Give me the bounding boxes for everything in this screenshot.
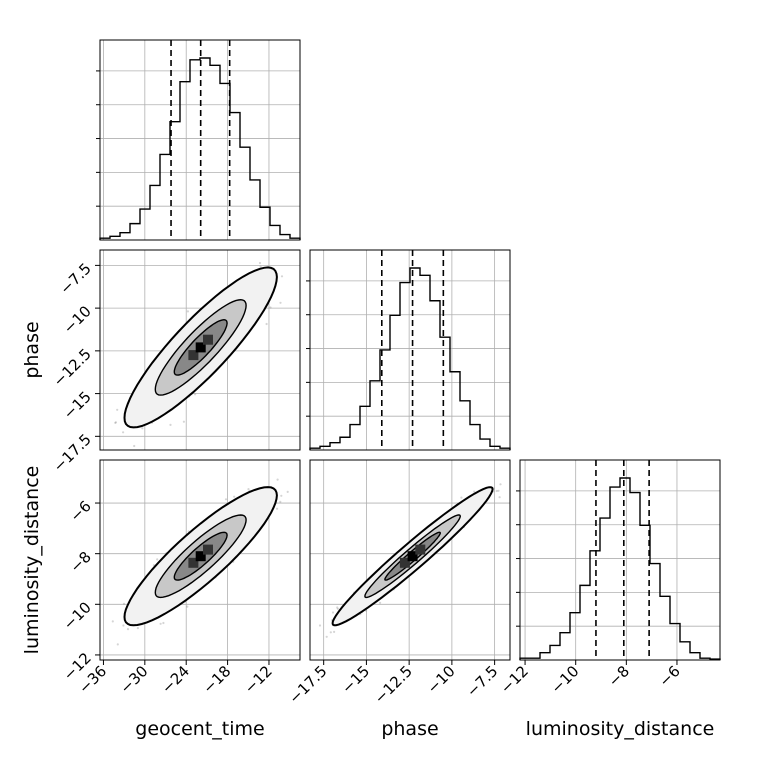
x-tick-label-luminosity_distance: −10 bbox=[547, 662, 582, 697]
scatter-point bbox=[258, 261, 262, 265]
ylabel-luminosity_distance: luminosity_distance bbox=[21, 466, 43, 655]
axes-frame-hist-luminosity_distance bbox=[519, 459, 721, 661]
scatter-point bbox=[122, 624, 125, 627]
x-tick-label-phase: −10 bbox=[424, 662, 459, 697]
hist-panel-luminosity_distance bbox=[520, 460, 720, 660]
scatter-point bbox=[162, 621, 165, 625]
scatter-point bbox=[265, 322, 268, 326]
y-tick-label-phase: −12.5 bbox=[50, 345, 95, 390]
histogram-luminosity_distance bbox=[519, 477, 721, 660]
scatter-point bbox=[498, 496, 501, 499]
xlabel-phase: phase bbox=[381, 718, 438, 740]
scatter-point bbox=[141, 427, 144, 430]
x-tick-label-phase: −17.5 bbox=[285, 662, 330, 707]
scatter-point bbox=[169, 423, 172, 426]
density-cell bbox=[195, 342, 206, 353]
x-tick-label-phase: −12.5 bbox=[371, 662, 416, 707]
scatter-point bbox=[133, 444, 136, 448]
x-tick-label-phase: −15 bbox=[338, 662, 373, 697]
x-tick-label-luminosity_distance: −12 bbox=[497, 662, 532, 697]
scatter-point bbox=[194, 393, 197, 396]
axes-frame-hist-geocent_time bbox=[99, 39, 301, 241]
y-tick-label-phase: −17.5 bbox=[50, 430, 95, 475]
x-tick-label-luminosity_distance: −8 bbox=[605, 662, 633, 690]
density-cell bbox=[188, 557, 199, 568]
scatter-point bbox=[318, 624, 322, 627]
scatter-point bbox=[460, 496, 463, 499]
scatter-point bbox=[259, 265, 262, 268]
density-cell bbox=[195, 551, 206, 562]
xlabel-luminosity_distance: luminosity_distance bbox=[526, 718, 715, 740]
scatter-point bbox=[116, 408, 119, 411]
hist-panel-phase bbox=[310, 250, 510, 450]
histogram-geocent_time bbox=[99, 57, 301, 240]
scatter-point bbox=[186, 605, 189, 608]
y-tick-label-phase: −7.5 bbox=[56, 260, 94, 298]
y-tick-label-luminosity_distance: −6 bbox=[66, 497, 94, 525]
scatter-point bbox=[136, 627, 139, 630]
x-tick-label-geocent_time: −24 bbox=[158, 662, 193, 697]
scatter-point bbox=[276, 507, 279, 510]
scatter-point bbox=[224, 498, 228, 501]
scatter-point bbox=[269, 306, 272, 309]
axes-frame-phase-luminosity_distance bbox=[309, 459, 511, 661]
x-tick-label-geocent_time: −18 bbox=[199, 662, 234, 697]
histogram-phase bbox=[309, 267, 511, 450]
x-tick-label-phase: −7.5 bbox=[463, 662, 501, 700]
scatter-point bbox=[247, 488, 250, 491]
scatter-point bbox=[473, 490, 476, 493]
y-tick-label-luminosity_distance: −8 bbox=[66, 548, 94, 576]
axes-frame-hist-phase bbox=[309, 249, 511, 451]
y-tick-label-phase: −15 bbox=[60, 388, 95, 423]
scatter-point bbox=[233, 495, 236, 498]
scatter-point bbox=[336, 606, 339, 609]
scatter-point bbox=[114, 421, 117, 424]
scatter-point bbox=[336, 607, 339, 610]
scatter-point bbox=[276, 478, 279, 481]
scatter-point bbox=[111, 620, 114, 623]
xlabel-geocent_time: geocent_time bbox=[135, 718, 264, 740]
scatter-point bbox=[279, 500, 282, 503]
x-tick-label-geocent_time: −30 bbox=[117, 662, 152, 697]
y-tick-label-phase: −10 bbox=[60, 302, 95, 337]
density-cell bbox=[188, 350, 199, 361]
scatter-point bbox=[325, 635, 328, 638]
scatter-point bbox=[280, 275, 284, 278]
scatter-point bbox=[329, 631, 332, 634]
density-cell bbox=[203, 544, 213, 555]
scatter-point bbox=[114, 421, 117, 424]
axes-frame-geocent_time-luminosity_distance bbox=[99, 459, 301, 661]
axes-frame-geocent_time-phase bbox=[99, 249, 301, 451]
scatter-point bbox=[156, 558, 159, 561]
scatter-point bbox=[286, 490, 289, 493]
scatter-point bbox=[331, 611, 335, 614]
scatter-point bbox=[126, 628, 130, 631]
density-cell bbox=[203, 334, 213, 345]
scatter-point bbox=[122, 602, 126, 605]
scatter-point bbox=[379, 601, 382, 604]
density-cell bbox=[407, 551, 418, 562]
y-tick-label-luminosity_distance: −10 bbox=[60, 598, 95, 633]
scatter-point bbox=[333, 630, 336, 634]
scatter-point bbox=[499, 483, 502, 486]
x-tick-label-luminosity_distance: −6 bbox=[655, 662, 683, 690]
scatter-point bbox=[279, 301, 282, 304]
scatter-point bbox=[182, 420, 185, 423]
density-cell bbox=[415, 544, 426, 555]
x-tick-label-geocent_time: −12 bbox=[241, 662, 276, 697]
scatter-point bbox=[497, 489, 500, 492]
scatter-point bbox=[495, 489, 498, 493]
scatter-point bbox=[116, 643, 119, 646]
density-cell bbox=[399, 557, 410, 568]
scatter-point bbox=[159, 622, 162, 625]
ylabel-phase: phase bbox=[21, 321, 43, 378]
scatter-point bbox=[122, 431, 125, 434]
scatter-point bbox=[280, 494, 283, 497]
scatter-point bbox=[186, 310, 189, 313]
